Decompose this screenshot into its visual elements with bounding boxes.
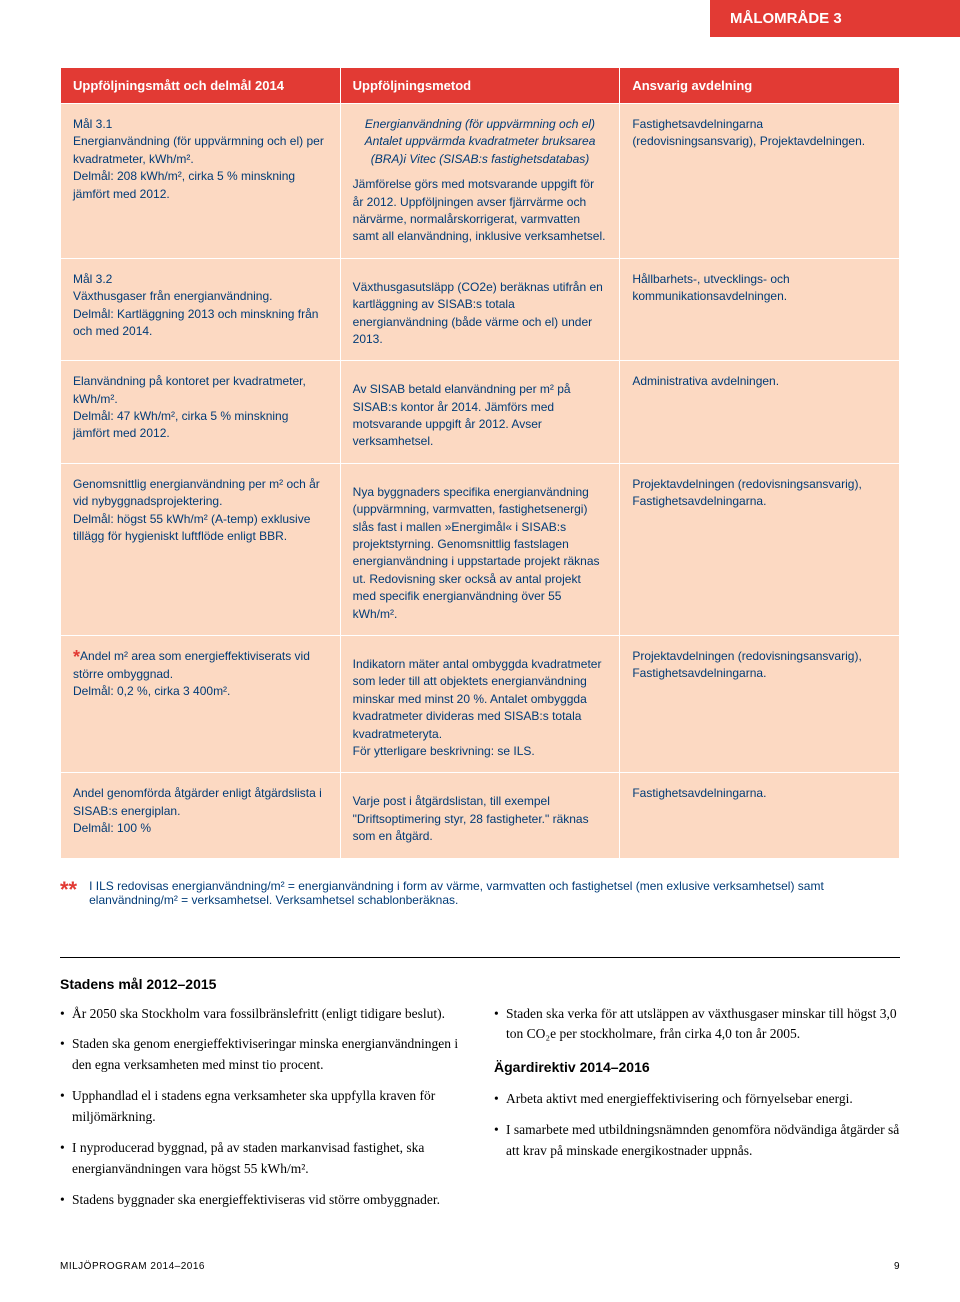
- cell-department: Administrativa avdelningen.: [620, 361, 900, 464]
- cell-department: Hållbarhets-, utvecklings- och kommunika…: [620, 258, 900, 361]
- star-marker: *: [73, 647, 80, 667]
- agar-list: Arbeta aktivt med energieffektivisering …: [494, 1089, 900, 1162]
- table-row: Mål 3.2 Växthusgaser från energianvändni…: [61, 258, 900, 361]
- cell-method: Varje post i åtgärdslistan, till exempel…: [340, 773, 620, 858]
- list-item: I nyproducerad byggnad, på av staden mar…: [60, 1138, 466, 1180]
- list-item: Stadens byggnader ska energieffektiviser…: [60, 1190, 466, 1211]
- table-row: *Andel m² area som energieffektiviserats…: [61, 635, 900, 772]
- list-item: Staden ska verka för att utsläppen av vä…: [494, 1004, 900, 1046]
- table-row: Genomsnittlig energianvändning per m² oc…: [61, 463, 900, 635]
- cell-measure: Genomsnittlig energianvändning per m² oc…: [61, 463, 341, 635]
- stadens-heading: Stadens mål 2012–2015: [60, 976, 900, 992]
- cell-measure: *Andel m² area som energieffektiviserats…: [61, 635, 341, 772]
- cell-department: Projektavdelningen (redovisningsansvarig…: [620, 635, 900, 772]
- footer-page: 9: [894, 1261, 900, 1272]
- cell-measure: Elanvändning på kontoret per kvadratmete…: [61, 361, 341, 464]
- col-header-1: Uppföljningsmått och delmål 2014: [61, 68, 341, 104]
- col-header-2: Uppföljningsmetod: [340, 68, 620, 104]
- followup-table: Uppföljningsmått och delmål 2014 Uppfölj…: [60, 67, 900, 859]
- cell-method: Energianvändning (för uppvärmning och el…: [340, 104, 620, 259]
- section-banner: MÅLOMRÅDE 3: [710, 0, 960, 37]
- stadens-left-list: År 2050 ska Stockholm vara fossilbränsle…: [60, 1004, 466, 1211]
- footer-left: MILJÖPROGRAM 2014–2016: [60, 1261, 205, 1272]
- list-item: I samarbete med utbildningsnämnden genom…: [494, 1120, 900, 1162]
- list-item: Staden ska genom energieffektiviseringar…: [60, 1034, 466, 1076]
- agar-heading: Ägardirektiv 2014–2016: [494, 1057, 900, 1079]
- table-row: Elanvändning på kontoret per kvadratmete…: [61, 361, 900, 464]
- cell-method: Indikatorn mäter antal ombyggda kvadratm…: [340, 635, 620, 772]
- table-row: Mål 3.1 Energianvändning (för uppvärmnin…: [61, 104, 900, 259]
- cell-method: Nya byggnaders specifika energianvändnin…: [340, 463, 620, 635]
- list-item: År 2050 ska Stockholm vara fossilbränsle…: [60, 1004, 466, 1025]
- section-divider: [60, 957, 900, 958]
- cell-department: Fastighetsavdelningarna (redovisningsans…: [620, 104, 900, 259]
- cell-method: Växthusgasutsläpp (CO2e) beräknas utifrå…: [340, 258, 620, 361]
- cell-method: Av SISAB betald elanvändning per m² på S…: [340, 361, 620, 464]
- list-item: Arbeta aktivt med energieffektivisering …: [494, 1089, 900, 1110]
- cell-measure: Mål 3.1 Energianvändning (för uppvärmnin…: [61, 104, 341, 259]
- cell-department: Projektavdelningen (redovisningsansvarig…: [620, 463, 900, 635]
- cell-measure: Andel genomförda åtgärder enligt åtgärds…: [61, 773, 341, 858]
- cell-measure: Mål 3.2 Växthusgaser från energianvändni…: [61, 258, 341, 361]
- list-item: Upphandlad el i stadens egna verksamhete…: [60, 1086, 466, 1128]
- footnote-text: I ILS redovisas energianvändning/m² = en…: [89, 879, 900, 907]
- table-row: Andel genomförda åtgärder enligt åtgärds…: [61, 773, 900, 858]
- stadens-right-top: Staden ska verka för att utsläppen av vä…: [494, 1004, 900, 1046]
- footnote-marker: **: [60, 879, 77, 901]
- table-footnote: ** I ILS redovisas energianvändning/m² =…: [60, 879, 900, 907]
- col-header-3: Ansvarig avdelning: [620, 68, 900, 104]
- cell-department: Fastighetsavdelningarna.: [620, 773, 900, 858]
